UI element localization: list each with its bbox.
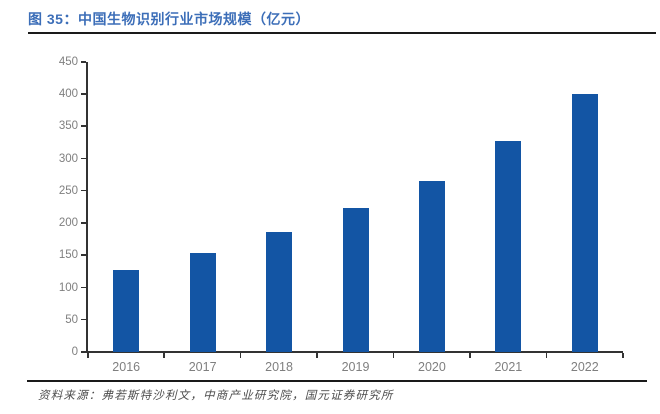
source-note: 资料来源：弗若斯特沙利文，中商产业研究院，国元证券研究所 [38,390,394,402]
x-axis-tick [545,353,548,358]
y-axis-tick [81,93,86,95]
y-axis-tick [81,157,86,160]
y-axis-tick-label: 0 [71,346,78,358]
x-axis-tick [87,353,89,358]
y-axis-tick [81,222,86,224]
y-axis-tick-label: 100 [58,281,78,294]
y-axis-tick [81,61,86,63]
footer-rule [27,380,647,382]
bar-2021 [495,141,522,352]
figure-title: 图 35：中国生物识别行业市场规模（亿元） [28,11,310,27]
x-axis-tick [622,353,624,358]
y-axis-tick-label: 350 [58,120,78,133]
bar-2018 [266,232,293,352]
y-axis-tick-label: 450 [58,56,78,68]
bar-2016 [113,269,140,352]
x-axis-label-2020: 2020 [418,360,446,374]
bar-2019 [342,207,369,352]
x-axis-label-2019: 2019 [341,360,370,374]
x-axis-label-2017: 2017 [188,360,217,374]
x-axis-tick [163,353,165,358]
y-axis-tick [81,351,86,353]
x-axis-tick [239,353,242,358]
x-axis-label-2022: 2022 [570,360,599,374]
y-axis-tick-label: 200 [58,217,78,230]
y-axis-tick-label: 300 [58,152,78,165]
y-axis-tick [81,254,86,256]
x-axis-label-2018: 2018 [265,360,293,374]
y-axis-tick-label: 250 [58,184,78,197]
x-axis-label-2016: 2016 [112,360,141,374]
y-axis-tick [81,189,86,192]
y-axis-tick-label: 150 [58,249,78,262]
y-axis-line [86,62,88,352]
y-axis-tick [81,318,86,321]
y-axis-tick [81,286,86,289]
x-axis-tick [316,353,318,358]
x-axis-tick [469,353,471,358]
x-axis-label-2021: 2021 [494,360,523,374]
x-axis-line [86,351,623,353]
y-axis-tick-label: 400 [58,88,78,101]
bar-2022 [571,93,598,352]
title-underline-rule [28,32,656,34]
bar-2017 [189,252,216,352]
x-axis-tick [392,353,395,358]
y-axis-tick-label: 50 [65,313,78,326]
bar-2020 [418,180,445,352]
y-axis-tick [81,125,86,127]
